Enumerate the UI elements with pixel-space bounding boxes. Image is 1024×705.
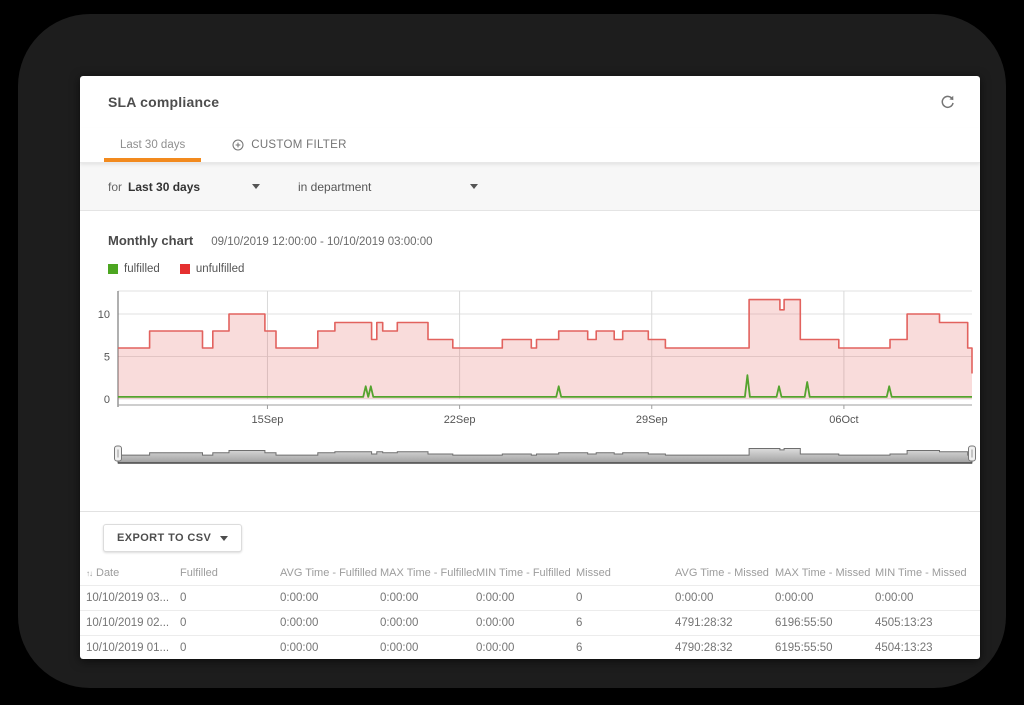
table-cell: 0:00:00 xyxy=(280,585,380,611)
active-tab-underline xyxy=(104,158,202,162)
column-header-date[interactable]: ↑↓ Date xyxy=(86,567,120,579)
sla-data-table: ↑↓ Date Fulfilled AVG Time - Fulfilled MAX T… xyxy=(80,562,980,659)
table-cell: 4790:28:32 xyxy=(675,635,775,659)
legend-swatch xyxy=(108,264,118,274)
chart-date-range: 09/10/2019 12:00:00 - 10/10/2019 03:00:0… xyxy=(211,236,433,248)
legend-label: fulfilled xyxy=(124,263,160,275)
svg-text:15Sep: 15Sep xyxy=(252,414,284,426)
svg-text:22Sep: 22Sep xyxy=(444,414,476,426)
chart-section-header: Monthly chart 09/10/2019 12:00:00 - 10/1… xyxy=(80,233,980,248)
table-header-row: ↑↓ Date Fulfilled AVG Time - Fulfilled MAX T… xyxy=(80,562,980,586)
chevron-down-icon xyxy=(252,184,260,189)
refresh-icon xyxy=(941,95,954,108)
svg-text:0: 0 xyxy=(104,394,110,406)
table-cell: 0:00:00 xyxy=(476,610,576,636)
table-cell: 0:00:00 xyxy=(476,635,576,659)
table-cell: 0 xyxy=(180,610,280,636)
tab-label: Last 30 days xyxy=(120,139,186,151)
table-row[interactable]: 10/10/2019 01... 0 0:00:00 0:00:00 0:00:00 6 4… xyxy=(80,635,980,659)
table-cell: 6 xyxy=(576,635,675,659)
column-header-max-time-fulfilled[interactable]: MAX Time - Fulfilled xyxy=(380,567,476,579)
svg-text:29Sep: 29Sep xyxy=(636,414,668,426)
card-header: SLA compliance xyxy=(80,76,980,128)
table-cell: 10/10/2019 03... xyxy=(80,585,180,611)
table-cell: 0:00:00 xyxy=(875,585,980,611)
table-cell: 0:00:00 xyxy=(280,635,380,659)
table-cell: 0:00:00 xyxy=(380,610,476,636)
table-cell: 0:00:00 xyxy=(280,610,380,636)
column-header-min-time-fulfilled[interactable]: MIN Time - Fulfilled xyxy=(476,567,571,579)
dark-rounded-backdrop: SLA compliance Last 30 days CUSTOM FILTE… xyxy=(18,14,1006,688)
page-title: SLA compliance xyxy=(108,94,220,110)
tab-custom-filter[interactable]: CUSTOM FILTER xyxy=(215,128,362,162)
chart-navigator-area xyxy=(80,438,980,473)
table-cell: 4504:13:23 xyxy=(875,635,980,659)
table-cell: 0:00:00 xyxy=(380,585,476,611)
table-cell: 10/10/2019 01... xyxy=(80,635,180,659)
table-cell: 0 xyxy=(180,635,280,659)
column-header-min-time-missed[interactable]: MIN Time - Missed xyxy=(875,567,967,579)
department-select[interactable]: in department xyxy=(298,180,478,194)
sort-icon[interactable]: ↑↓ xyxy=(86,569,93,578)
filter-bar: for Last 30 days in department xyxy=(80,163,980,211)
table-row[interactable]: 10/10/2019 02... 0 0:00:00 0:00:00 0:00:00 6 4… xyxy=(80,610,980,636)
legend-swatch xyxy=(179,264,190,274)
refresh-button[interactable] xyxy=(936,91,958,113)
svg-text:10: 10 xyxy=(98,309,110,321)
table-cell: 0:00:00 xyxy=(675,585,775,611)
sla-area-chart: 15Sep 22Sep 29Sep 06Oct 0 5 10 xyxy=(98,290,973,426)
chart-legend: fulfilled unfulfilled xyxy=(80,263,980,275)
chart-area: 15Sep 22Sep 29Sep 06Oct 0 5 10 xyxy=(80,287,980,434)
column-header-missed[interactable]: Missed xyxy=(576,567,611,579)
table-cell: 6 xyxy=(576,610,675,636)
table-cell: 0:00:00 xyxy=(476,585,576,611)
tab-last-30-days[interactable]: Last 30 days xyxy=(104,128,202,162)
legend-item[interactable]: fulfilled xyxy=(108,263,160,275)
period-select-text: for Last 30 days xyxy=(108,179,201,194)
chevron-down-icon xyxy=(470,184,478,189)
chart-navigator[interactable] xyxy=(86,438,976,468)
chevron-down-icon xyxy=(220,535,229,541)
column-header-avg-time-fulfilled[interactable]: AVG Time - Fulfilled xyxy=(280,567,377,579)
export-row: EXPORT TO CSV xyxy=(80,512,980,562)
table-cell: 4791:28:32 xyxy=(675,610,775,636)
tab-label: CUSTOM FILTER xyxy=(251,139,347,151)
period-select[interactable]: for Last 30 days xyxy=(108,180,260,194)
table-cell: 6196:55:50 xyxy=(775,610,875,636)
navigator-right-handle[interactable] xyxy=(968,445,976,462)
table-cell: 4505:13:23 xyxy=(875,610,980,636)
chart-title: Monthly chart xyxy=(108,233,194,248)
navigator-left-handle[interactable] xyxy=(114,445,122,462)
table-cell: 6195:55:50 xyxy=(775,635,875,659)
table-cell: 0:00:00 xyxy=(380,635,476,659)
department-select-value: in department xyxy=(298,179,372,194)
svg-text:06Oct: 06Oct xyxy=(829,414,858,426)
sla-compliance-card: SLA compliance Last 30 days CUSTOM FILTE… xyxy=(80,76,980,659)
table-cell: 0 xyxy=(180,585,280,611)
column-header-avg-time-missed[interactable]: AVG Time - Missed xyxy=(675,567,769,579)
column-header-fulfilled[interactable]: Fulfilled xyxy=(180,567,218,579)
export-button-label: EXPORT TO CSV xyxy=(117,532,212,544)
tab-bar: Last 30 days CUSTOM FILTER xyxy=(80,128,980,163)
table-cell: 0:00:00 xyxy=(775,585,875,611)
legend-label: unfulfilled xyxy=(195,263,245,275)
table-cell: 0 xyxy=(576,585,675,611)
circle-plus-icon xyxy=(232,139,244,151)
column-header-max-time-missed[interactable]: MAX Time - Missed xyxy=(775,567,871,579)
table-cell: 10/10/2019 02... xyxy=(80,610,180,636)
svg-text:5: 5 xyxy=(104,352,110,364)
legend-item[interactable]: unfulfilled xyxy=(179,263,245,275)
table-row[interactable]: 10/10/2019 03... 0 0:00:00 0:00:00 0:00:00 0 0… xyxy=(80,585,980,611)
period-select-value: Last 30 days xyxy=(128,179,201,194)
export-to-csv-button[interactable]: EXPORT TO CSV xyxy=(103,524,243,552)
section-divider xyxy=(80,511,980,512)
